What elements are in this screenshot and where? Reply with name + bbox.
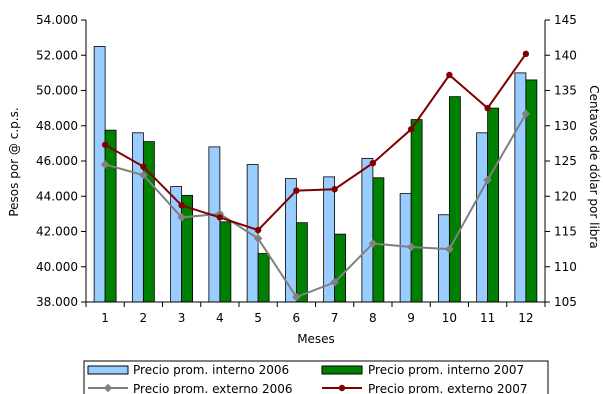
point-externo-2006-10 <box>445 244 454 254</box>
y2-tick-label: 110 <box>554 260 577 274</box>
x-tick-label: 4 <box>216 311 224 325</box>
point-externo-2007-10 <box>446 71 453 79</box>
x-tick-label: 10 <box>442 311 457 325</box>
x-tick-label: 8 <box>369 311 377 325</box>
legend-marker-externo-2007 <box>338 384 346 392</box>
x-tick-label: 5 <box>254 311 262 325</box>
y2-tick-label: 145 <box>554 13 577 27</box>
ticks-layer: 38.000 40.000 42.000 44.000 46.000 48.000 50.0… <box>36 13 577 325</box>
x-tick-label: 11 <box>480 311 495 325</box>
y2-tick-label: 135 <box>554 84 577 98</box>
y-tick-label: 38.000 <box>36 295 78 309</box>
point-externo-2007-7 <box>331 186 338 193</box>
y-tick-label: 40.000 <box>36 260 78 274</box>
y2-tick-label: 105 <box>554 295 577 309</box>
legend-swatch-interno-2007 <box>321 365 363 375</box>
bar-interno-2006-12 <box>514 72 527 303</box>
bar-interno-2006-1 <box>93 46 106 303</box>
point-externo-2007-2 <box>140 163 147 170</box>
point-externo-2006-2 <box>139 170 148 180</box>
legend-label-interno-2007: Precio prom. interno 2007 <box>368 363 524 377</box>
point-externo-2007-12 <box>522 50 530 58</box>
y2-tick-label: 120 <box>554 189 577 203</box>
point-externo-2007-9 <box>407 126 415 133</box>
x-tick-label: 3 <box>178 311 186 325</box>
bar-interno-2007-10 <box>448 96 461 303</box>
point-externo-2007-3 <box>178 202 185 209</box>
y-tick-label: 42.000 <box>36 225 78 239</box>
point-externo-2006-7 <box>330 278 339 287</box>
point-externo-2006-1 <box>100 160 110 169</box>
bar-interno-2006-8 <box>361 157 374 303</box>
legend: Precio prom. interno 2006 Precio prom. i… <box>83 360 549 394</box>
legend-label-interno-2006: Precio prom. interno 2006 <box>133 363 289 377</box>
bar-interno-2006-11 <box>476 132 489 303</box>
x-tick-label: 9 <box>407 311 415 325</box>
bar-interno-2007-9 <box>410 119 423 303</box>
y2-tick-label: 125 <box>554 154 577 168</box>
legend-box <box>83 360 549 394</box>
bar-interno-2007-8 <box>372 177 385 303</box>
x-tick-label: 7 <box>331 311 339 325</box>
x-tick-label: 2 <box>140 311 148 325</box>
point-externo-2006-6 <box>292 292 301 302</box>
bars-layer <box>93 46 538 303</box>
point-externo-2007-4 <box>216 214 224 221</box>
point-externo-2007-1 <box>101 141 109 148</box>
legend-label-externo-2007: Precio prom. externo 2007 <box>368 382 528 394</box>
x-axis-title: Meses <box>297 332 335 346</box>
y-tick-label: 48.000 <box>36 119 78 133</box>
x-tick-label: 1 <box>101 311 109 325</box>
point-externo-2006-9 <box>406 242 416 252</box>
point-externo-2006-8 <box>368 239 378 248</box>
point-externo-2007-8 <box>369 159 377 167</box>
x-tick-label: 6 <box>293 311 301 325</box>
y2-axis-title: Centavos de dólar por libra <box>587 85 601 248</box>
bar-interno-2007-7 <box>334 233 347 303</box>
bar-interno-2006-4 <box>208 146 221 303</box>
y-tick-label: 54.000 <box>36 13 78 27</box>
point-externo-2006-5 <box>253 234 263 243</box>
line-externo-2007 <box>104 53 527 232</box>
y-tick-label: 44.000 <box>36 189 78 203</box>
bar-interno-2007-4 <box>219 221 232 303</box>
bar-interno-2007-1 <box>104 129 117 303</box>
point-externo-2006-3 <box>177 213 186 222</box>
legend-swatch-interno-2006 <box>87 365 129 375</box>
legend-label-externo-2006: Precio prom. externo 2006 <box>133 382 293 394</box>
bar-interno-2007-5 <box>257 253 270 303</box>
y-tick-label: 52.000 <box>36 48 78 62</box>
bar-interno-2007-6 <box>295 222 308 303</box>
x-tick-label: 12 <box>518 311 533 325</box>
y-tick-label: 46.000 <box>36 154 78 168</box>
bar-interno-2007-3 <box>181 194 194 303</box>
bar-interno-2007-11 <box>487 107 500 303</box>
bar-interno-2006-2 <box>131 132 144 303</box>
y-tick-label: 50.000 <box>36 84 78 98</box>
y2-tick-label: 115 <box>554 225 577 239</box>
point-externo-2006-11 <box>483 175 492 185</box>
point-externo-2007-5 <box>254 226 262 234</box>
axes-layer <box>85 20 546 303</box>
legend-marker-externo-2006 <box>103 383 113 393</box>
line-externo-2006 <box>104 113 527 299</box>
point-externo-2007-11 <box>484 104 491 112</box>
lines-layer <box>100 50 531 302</box>
point-externo-2007-6 <box>293 187 300 194</box>
y-axis-title: Pesos por @ c.p.s. <box>7 107 21 216</box>
bar-interno-2006-10 <box>437 214 450 303</box>
y2-tick-label: 130 <box>554 119 577 133</box>
y2-tick-label: 140 <box>554 48 577 62</box>
